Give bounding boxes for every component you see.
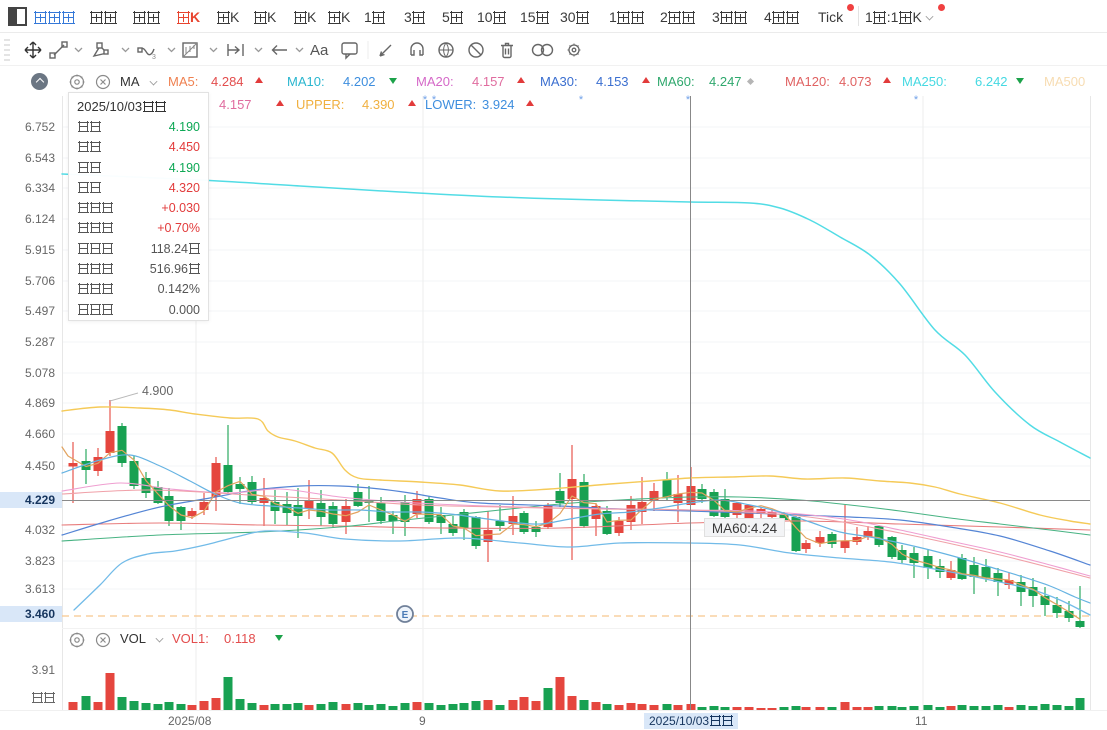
svg-text:Aa: Aa [310, 42, 329, 59]
svg-text:E: E [402, 610, 409, 621]
svg-text:*: * [686, 94, 691, 106]
svg-text:*: * [432, 94, 437, 106]
svg-text:3: 3 [152, 54, 156, 61]
svg-text:*: * [914, 94, 919, 106]
svg-text:*: * [579, 94, 584, 106]
svg-text:*: * [423, 94, 428, 106]
